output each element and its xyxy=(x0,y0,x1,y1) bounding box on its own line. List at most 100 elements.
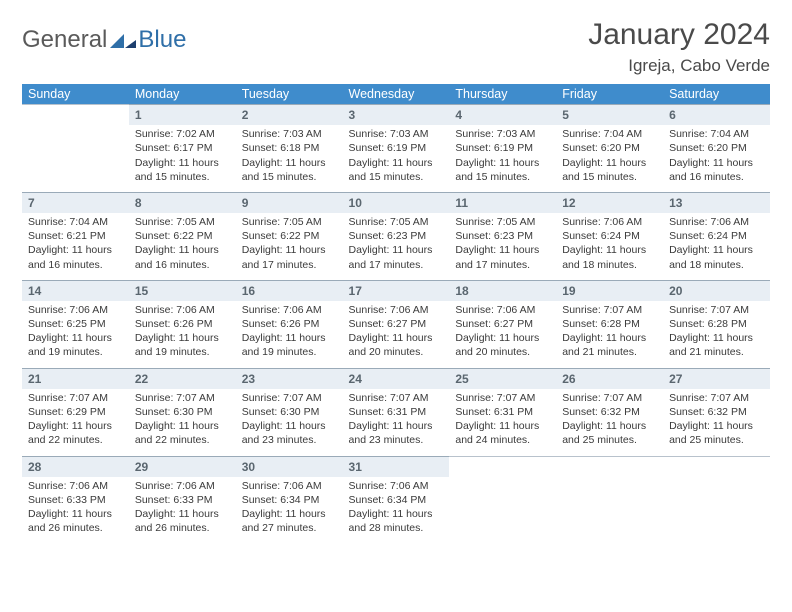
daylight-text: Daylight: 11 hours xyxy=(135,156,230,170)
day-number: 14 xyxy=(22,280,129,301)
sunset-text: Sunset: 6:19 PM xyxy=(455,141,550,155)
title-block: January 2024 Igreja, Cabo Verde xyxy=(588,18,770,76)
calendar-table: Sunday Monday Tuesday Wednesday Thursday… xyxy=(22,84,770,543)
weekday-header: Thursday xyxy=(449,84,556,105)
daylight-text: and 18 minutes. xyxy=(669,258,764,272)
daylight-text: and 15 minutes. xyxy=(242,170,337,184)
day-number: 9 xyxy=(236,192,343,213)
day-cell xyxy=(556,477,663,544)
sunset-text: Sunset: 6:17 PM xyxy=(135,141,230,155)
day-cell: Sunrise: 7:05 AMSunset: 6:23 PMDaylight:… xyxy=(343,213,450,280)
day-number-row: 28293031 xyxy=(22,456,770,477)
daylight-text: Daylight: 11 hours xyxy=(455,419,550,433)
weekday-header: Wednesday xyxy=(343,84,450,105)
day-number: 13 xyxy=(663,192,770,213)
day-number: 4 xyxy=(449,105,556,126)
day-number xyxy=(22,105,129,126)
day-cell: Sunrise: 7:07 AMSunset: 6:28 PMDaylight:… xyxy=(663,301,770,368)
daylight-text: Daylight: 11 hours xyxy=(669,243,764,257)
sunrise-text: Sunrise: 7:05 AM xyxy=(242,215,337,229)
day-cell: Sunrise: 7:07 AMSunset: 6:32 PMDaylight:… xyxy=(663,389,770,456)
sunrise-text: Sunrise: 7:07 AM xyxy=(28,391,123,405)
daylight-text: Daylight: 11 hours xyxy=(562,243,657,257)
sunset-text: Sunset: 6:30 PM xyxy=(135,405,230,419)
day-number-row: 21222324252627 xyxy=(22,368,770,389)
month-title: January 2024 xyxy=(588,18,770,52)
day-cell: Sunrise: 7:06 AMSunset: 6:24 PMDaylight:… xyxy=(556,213,663,280)
day-cell: Sunrise: 7:06 AMSunset: 6:26 PMDaylight:… xyxy=(236,301,343,368)
day-detail-row: Sunrise: 7:06 AMSunset: 6:25 PMDaylight:… xyxy=(22,301,770,368)
sunset-text: Sunset: 6:22 PM xyxy=(242,229,337,243)
sunrise-text: Sunrise: 7:06 AM xyxy=(349,479,444,493)
day-cell: Sunrise: 7:06 AMSunset: 6:26 PMDaylight:… xyxy=(129,301,236,368)
daylight-text: and 19 minutes. xyxy=(242,345,337,359)
daylight-text: and 20 minutes. xyxy=(349,345,444,359)
day-number: 6 xyxy=(663,105,770,126)
daylight-text: Daylight: 11 hours xyxy=(135,419,230,433)
sunset-text: Sunset: 6:32 PM xyxy=(669,405,764,419)
sunrise-text: Sunrise: 7:06 AM xyxy=(455,303,550,317)
sunset-text: Sunset: 6:21 PM xyxy=(28,229,123,243)
sunrise-text: Sunrise: 7:06 AM xyxy=(669,215,764,229)
day-number-row: 78910111213 xyxy=(22,192,770,213)
sunrise-text: Sunrise: 7:07 AM xyxy=(669,303,764,317)
day-cell: Sunrise: 7:03 AMSunset: 6:19 PMDaylight:… xyxy=(449,125,556,192)
day-cell: Sunrise: 7:07 AMSunset: 6:31 PMDaylight:… xyxy=(343,389,450,456)
sunset-text: Sunset: 6:18 PM xyxy=(242,141,337,155)
weekday-header: Tuesday xyxy=(236,84,343,105)
sunrise-text: Sunrise: 7:06 AM xyxy=(242,479,337,493)
day-number: 26 xyxy=(556,368,663,389)
daylight-text: Daylight: 11 hours xyxy=(349,419,444,433)
sunrise-text: Sunrise: 7:04 AM xyxy=(562,127,657,141)
day-number: 1 xyxy=(129,105,236,126)
daylight-text: Daylight: 11 hours xyxy=(562,419,657,433)
sunrise-text: Sunrise: 7:07 AM xyxy=(242,391,337,405)
day-cell: Sunrise: 7:06 AMSunset: 6:27 PMDaylight:… xyxy=(343,301,450,368)
day-cell: Sunrise: 7:07 AMSunset: 6:29 PMDaylight:… xyxy=(22,389,129,456)
day-number: 28 xyxy=(22,456,129,477)
calendar-body: 123456Sunrise: 7:02 AMSunset: 6:17 PMDay… xyxy=(22,105,770,544)
day-cell xyxy=(663,477,770,544)
day-number: 8 xyxy=(129,192,236,213)
sunset-text: Sunset: 6:22 PM xyxy=(135,229,230,243)
day-number: 31 xyxy=(343,456,450,477)
daylight-text: Daylight: 11 hours xyxy=(28,507,123,521)
day-cell: Sunrise: 7:06 AMSunset: 6:34 PMDaylight:… xyxy=(236,477,343,544)
sunrise-text: Sunrise: 7:06 AM xyxy=(135,479,230,493)
day-number: 15 xyxy=(129,280,236,301)
sunrise-text: Sunrise: 7:07 AM xyxy=(562,391,657,405)
sunrise-text: Sunrise: 7:07 AM xyxy=(669,391,764,405)
sunrise-text: Sunrise: 7:06 AM xyxy=(242,303,337,317)
sunset-text: Sunset: 6:20 PM xyxy=(562,141,657,155)
sunrise-text: Sunrise: 7:07 AM xyxy=(349,391,444,405)
daylight-text: Daylight: 11 hours xyxy=(349,507,444,521)
day-cell: Sunrise: 7:05 AMSunset: 6:22 PMDaylight:… xyxy=(236,213,343,280)
day-cell xyxy=(449,477,556,544)
weekday-header: Sunday xyxy=(22,84,129,105)
sunset-text: Sunset: 6:26 PM xyxy=(242,317,337,331)
daylight-text: and 15 minutes. xyxy=(562,170,657,184)
daylight-text: Daylight: 11 hours xyxy=(669,331,764,345)
day-number: 27 xyxy=(663,368,770,389)
day-cell: Sunrise: 7:06 AMSunset: 6:34 PMDaylight:… xyxy=(343,477,450,544)
sunset-text: Sunset: 6:30 PM xyxy=(242,405,337,419)
day-number: 3 xyxy=(343,105,450,126)
location: Igreja, Cabo Verde xyxy=(588,56,770,76)
daylight-text: Daylight: 11 hours xyxy=(562,331,657,345)
daylight-text: and 17 minutes. xyxy=(349,258,444,272)
daylight-text: Daylight: 11 hours xyxy=(28,331,123,345)
daylight-text: and 19 minutes. xyxy=(135,345,230,359)
logo-text-general: General xyxy=(22,26,107,54)
sunrise-text: Sunrise: 7:07 AM xyxy=(135,391,230,405)
logo-text-blue: Blue xyxy=(138,26,186,54)
day-cell: Sunrise: 7:06 AMSunset: 6:33 PMDaylight:… xyxy=(129,477,236,544)
daylight-text: Daylight: 11 hours xyxy=(242,331,337,345)
sunset-text: Sunset: 6:27 PM xyxy=(455,317,550,331)
daylight-text: Daylight: 11 hours xyxy=(349,243,444,257)
daylight-text: and 27 minutes. xyxy=(242,521,337,535)
day-number-row: 14151617181920 xyxy=(22,280,770,301)
sunset-text: Sunset: 6:34 PM xyxy=(242,493,337,507)
day-cell: Sunrise: 7:06 AMSunset: 6:33 PMDaylight:… xyxy=(22,477,129,544)
weekday-header-row: Sunday Monday Tuesday Wednesday Thursday… xyxy=(22,84,770,105)
daylight-text: Daylight: 11 hours xyxy=(242,419,337,433)
